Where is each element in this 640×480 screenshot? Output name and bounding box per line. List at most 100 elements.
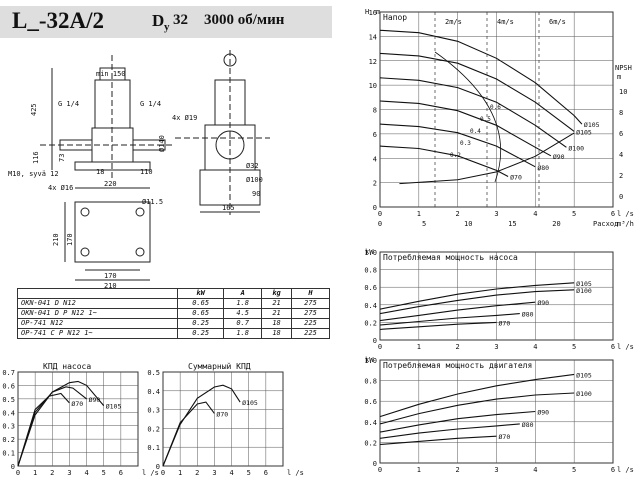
y-tick-label: 0 [373,460,377,468]
series-label: Ø105 [576,128,592,136]
y-tick-label: 0.4 [364,302,377,310]
spec-table: kW A kg H OKN-041 D N12 0.65 1.8 21 275 … [16,288,331,339]
x-tick-label: 0 [378,466,382,474]
label-d32: Ø32 [246,162,259,170]
label-140: Ø140 [158,135,166,152]
dimension-drawings: min 150 425 116 73 G 1/4 G 1/4 M10, syvä… [8,50,270,290]
y-tick-label: 0.6 [2,382,15,390]
x-tick-label: 5 [102,469,106,477]
npsh-tick-label: 0 [619,193,623,201]
y-tick-label: 0.4 [147,388,160,396]
x-tick-label: 1 [33,469,37,477]
y-tick-label: 0 [11,463,15,471]
x-unit-label: l /s [617,343,634,351]
chart-frame [162,371,284,467]
y-tick-label: 0.2 [2,436,15,444]
chart-frame [17,371,139,467]
table-row: OKN-041 D P N12 1~ 0.65 4.5 21 275 [16,308,331,319]
x-tick-label: 2 [456,343,460,351]
y-tick-label: 6 [373,131,377,139]
npsh-unit: m [617,73,621,81]
series-label: Ø90 [537,299,549,307]
x2-tick-label: 20 [552,220,560,228]
y-axis-label: kW [365,248,374,256]
x-tick-label: 4 [229,469,233,477]
chart-title: Суммарный КПД [188,362,251,371]
series-label: Ø80 [537,164,549,172]
y-tick-label: 0.3 [147,407,160,415]
series-line [379,282,575,310]
y-unit-label: m [376,8,380,16]
y-tick-label: 8 [373,107,377,115]
dn-label: D [152,11,165,30]
spec-header [16,288,179,299]
label-g14-right: G 1/4 [140,100,161,108]
series-label: Ø100 [576,287,592,295]
chart-title: Потребляемая мощность двигателя [383,360,532,370]
series-line [379,410,536,433]
spec-cell: OKN-041 D P N12 1~ [16,308,179,319]
foot-plate [74,201,151,263]
chart-title: КПД насоса [43,362,91,371]
series-line [17,380,105,467]
x-tick-label: 2 [456,210,460,218]
y-tick-label: 1.0 [364,249,377,257]
spec-header: A [223,288,263,299]
spec-cell: 18 [261,328,292,339]
y-axis-label: kW [365,356,374,364]
npsh-tick-label: 6 [619,130,623,138]
label-18: 18 [96,168,104,176]
y-tick-label: 0.8 [364,267,377,275]
spec-header: H [290,288,331,299]
series-label: Ø70 [499,433,511,441]
spec-cell: 0.7 [223,318,263,329]
spec-cell: 0.65 [177,308,225,319]
series-line [379,123,536,168]
label-m10: M10, syvä 12 [8,170,59,178]
series-label: Ø100 [568,144,584,152]
x-unit-label: l /s [617,210,634,218]
table-row: OP-741 C P N12 1~ 0.25 1.8 18 225 [16,328,331,339]
series-label: Ø90 [537,409,549,417]
y-tick-label: 14 [369,33,377,41]
spec-cell: 21 [261,308,292,319]
series-line [379,100,552,157]
x2-axis-label: Расход [593,220,618,228]
x-tick-label: 5 [572,343,576,351]
x-tick-label: 0 [378,343,382,351]
label-4x16: 4x Ø16 [48,184,73,192]
spec-cell: OKN-041 D N12 [16,298,179,309]
label-11-5: Ø11.5 [142,198,163,206]
y-tick-label: 0.5 [2,396,15,404]
npsh-tick-label: 8 [619,109,623,117]
label-110: 110 [140,168,153,176]
y-tick-label: 10 [369,82,377,90]
x-tick-label: 1 [178,469,182,477]
x-tick-label: 6 [611,343,615,351]
x-tick-label: 5 [247,469,251,477]
x-tick-label: 1 [417,210,421,218]
x-tick-label: 2 [195,469,199,477]
spec-cell: 225 [290,328,331,339]
chart-frame [379,251,614,341]
label-165: 165 [222,204,235,212]
spec-header: kg [261,288,292,299]
y-tick-label: 0.8 [364,378,377,386]
y-tick-label: 4 [373,155,377,163]
x-tick-label: 3 [494,343,498,351]
efficiency-label: 0.4 [470,128,481,135]
x2-tick-label: 15 [508,220,516,228]
pump-base [74,161,151,171]
label-d100: Ø100 [246,176,263,184]
series-label: Ø70 [499,319,511,327]
x-tick-label: 1 [417,466,421,474]
y-tick-label: 0.6 [364,284,377,292]
y-tick-label: 16 [369,9,377,17]
series-label: Ø90 [89,396,101,404]
x-tick-label: 4 [84,469,88,477]
x2-tick-label: 10 [464,220,472,228]
efficiency-label: 0.2 [450,152,461,159]
spec-cell: OP-741 N12 [16,318,179,329]
y-tick-label: 0.6 [364,398,377,406]
y-tick-label: 2 [373,180,377,188]
